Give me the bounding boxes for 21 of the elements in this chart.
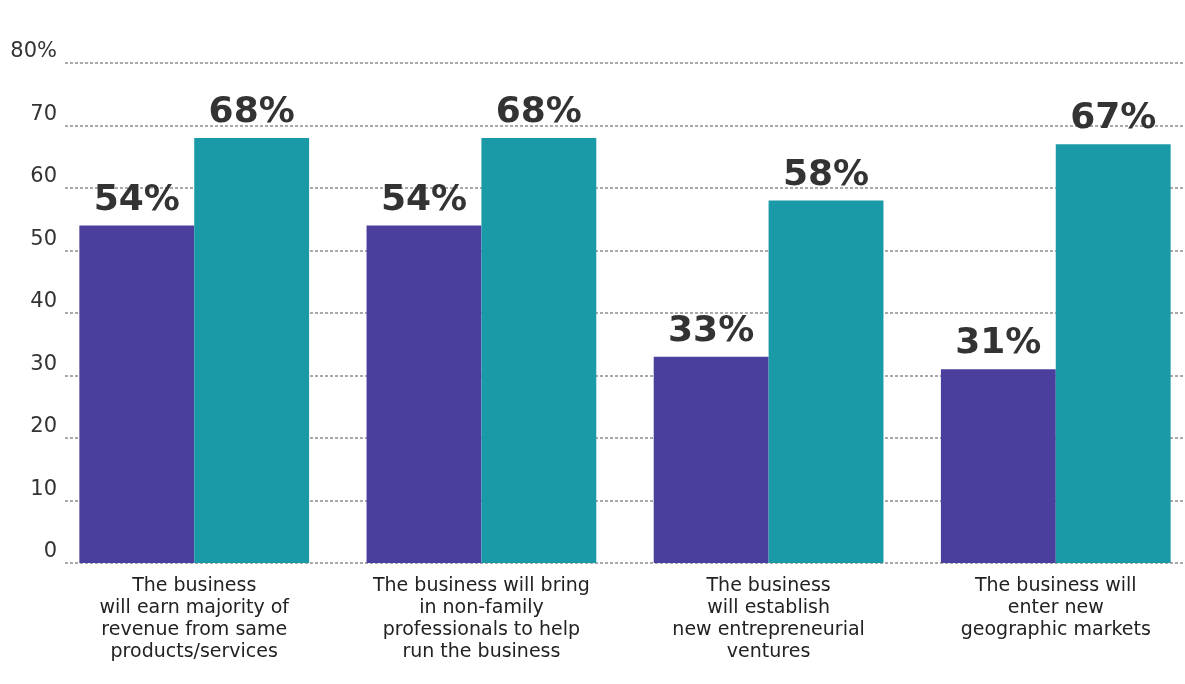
- x-tick-label: The business will earn majority of revenue from same products/services: [99, 572, 291, 661]
- y-tick-label: 80%: [10, 38, 57, 62]
- y-tick-label: 70: [30, 100, 57, 125]
- y-tick-label: 0: [43, 538, 57, 562]
- y-tick-label: 40: [30, 288, 57, 312]
- y-tick-label: 10: [30, 475, 57, 500]
- data-label: 31%: [955, 320, 1042, 362]
- data-label: 54%: [380, 176, 468, 218]
- data-label: 54%: [93, 176, 180, 218]
- y-tick-label: 60: [30, 163, 57, 187]
- data-label: 68%: [495, 89, 582, 130]
- data-label: 58%: [782, 151, 870, 193]
- x-tick-label: The business will bring in non-family professionals to help run the business: [371, 572, 590, 661]
- x-tick-label: The business will enter new geographic markets: [960, 572, 1151, 639]
- y-tick-label: 50: [30, 225, 57, 250]
- y-tick-label: 20: [30, 413, 57, 437]
- data-label: 67%: [1070, 95, 1157, 137]
- x-tick-label: The business will establish new entrepreneurial ventures: [672, 572, 865, 661]
- data-label: 68%: [208, 89, 295, 130]
- data-label: 33%: [668, 307, 755, 349]
- y-tick-label: 30: [30, 350, 57, 375]
